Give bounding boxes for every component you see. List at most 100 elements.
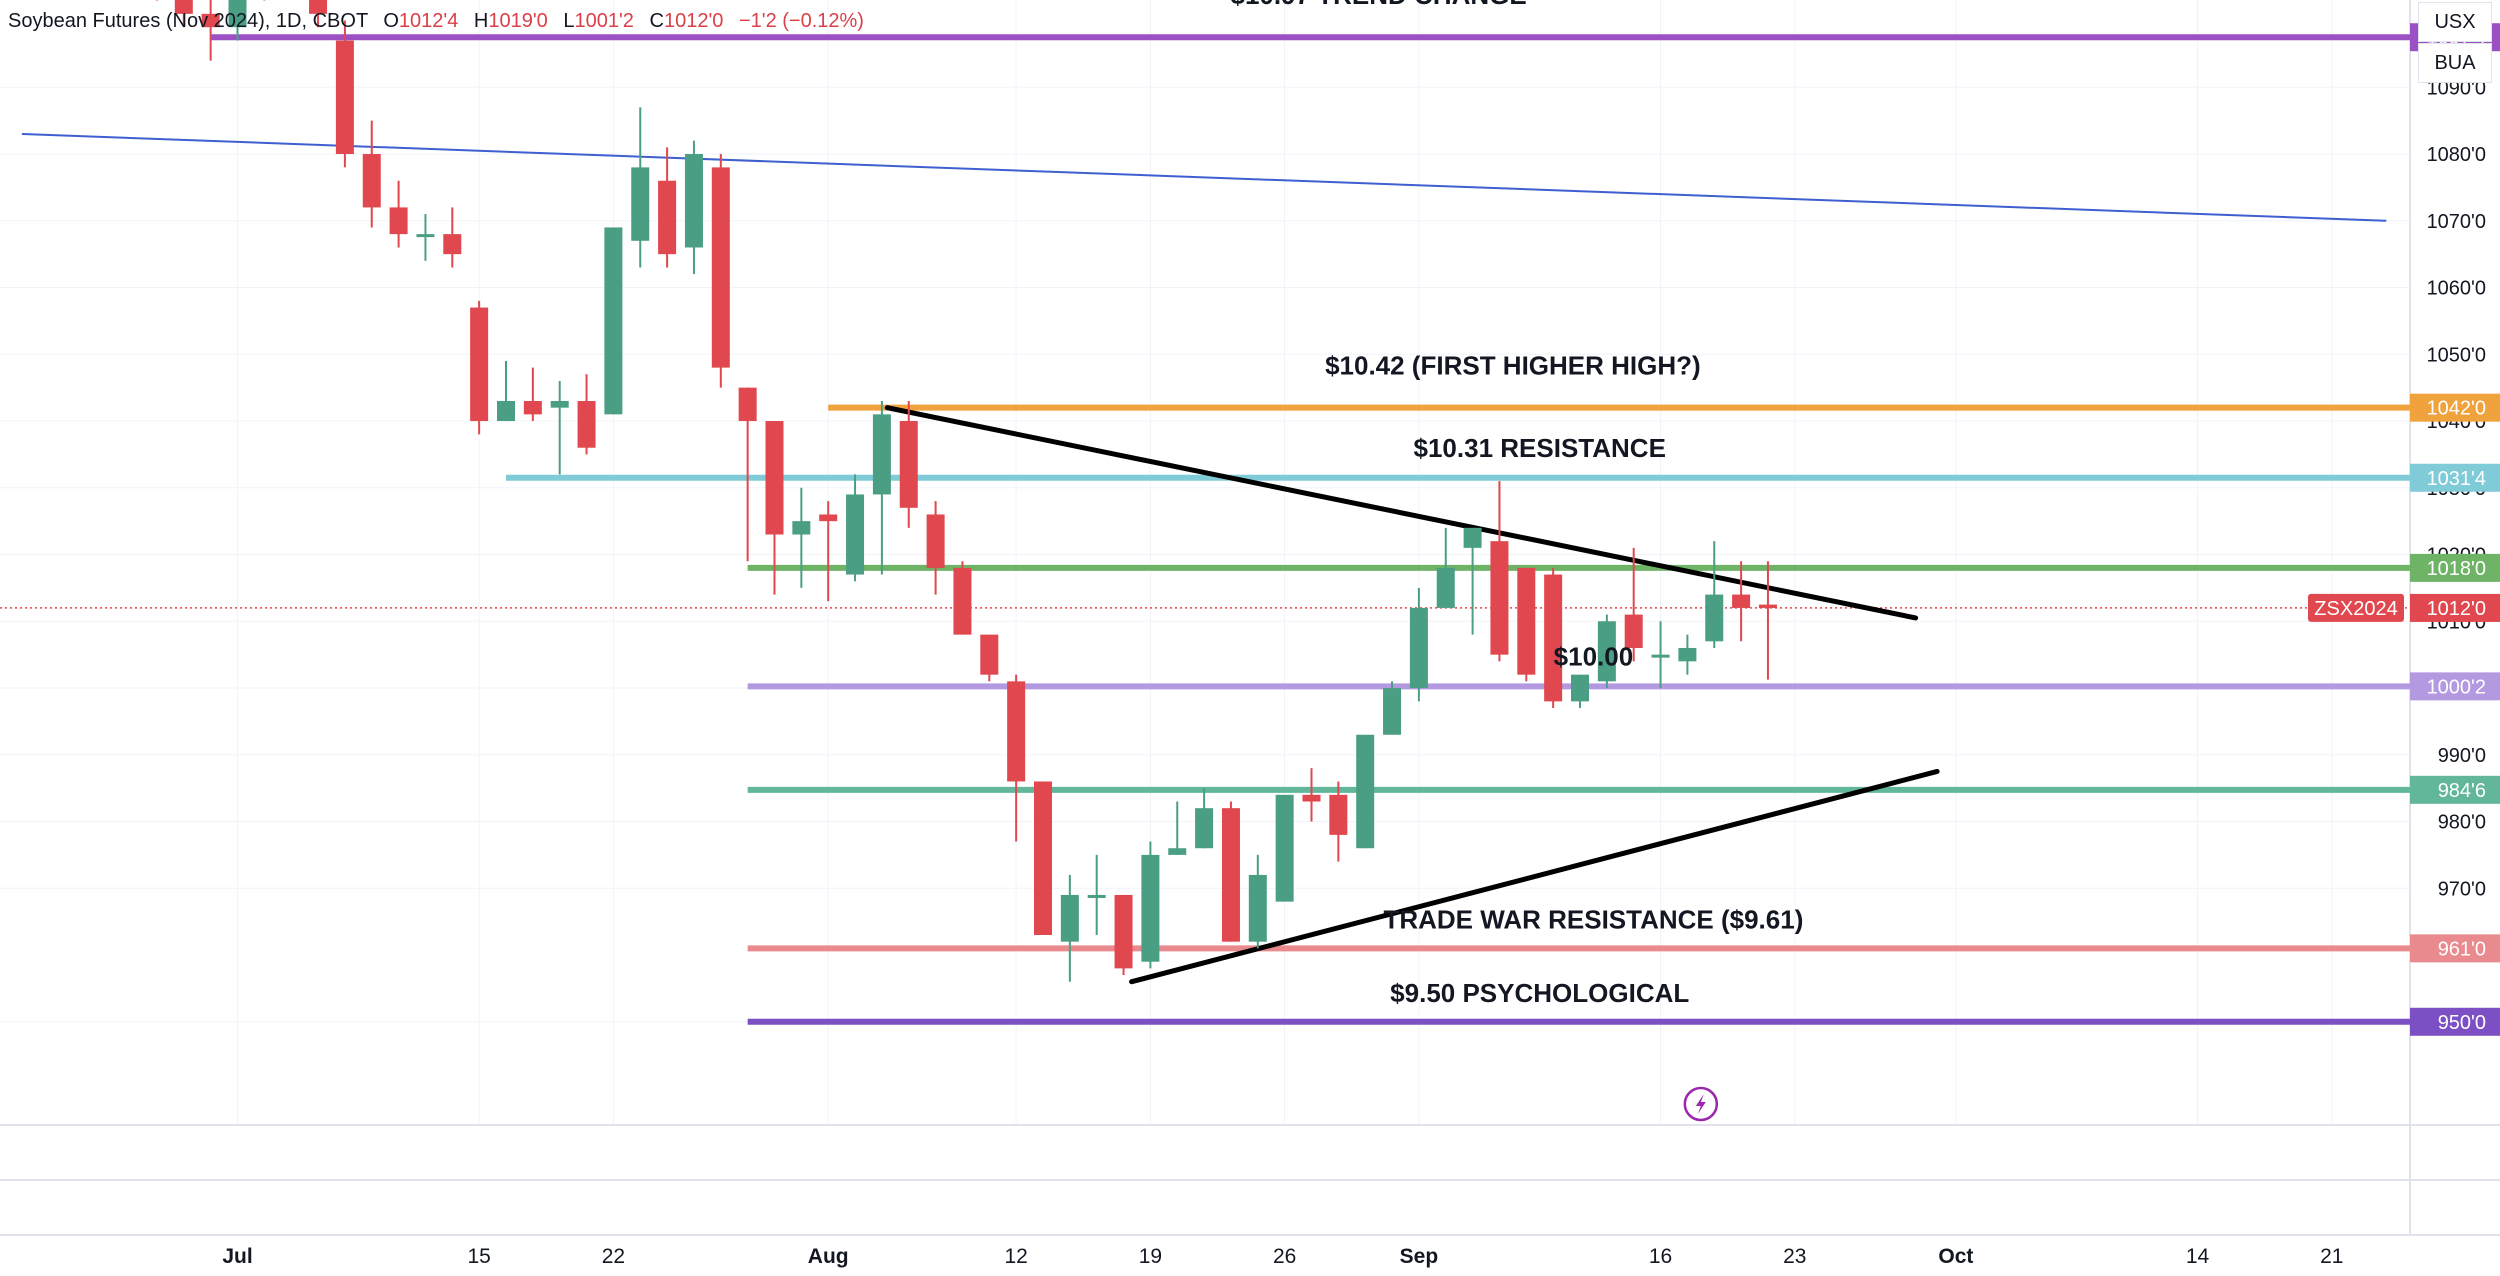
candle	[684, 154, 703, 248]
candle	[470, 307, 489, 422]
candle	[1571, 674, 1589, 702]
candle	[1758, 604, 1777, 608]
candle	[792, 521, 811, 535]
candle	[980, 634, 999, 675]
candle	[1678, 647, 1697, 662]
price-tag-label: 950'0	[2438, 1012, 2486, 1034]
candle	[1356, 734, 1375, 849]
candle	[1221, 808, 1240, 942]
close-label: C	[649, 10, 664, 32]
plot-area: $10.97 TREND CHANGE $10.42 (FIRST HIGHER …	[0, 0, 2410, 1025]
y-tick-label: 1080'0	[2427, 144, 2486, 166]
price-tag	[2410, 553, 2500, 582]
candle	[738, 387, 757, 422]
candle	[1597, 621, 1616, 682]
candle	[1275, 794, 1294, 902]
candle	[953, 567, 972, 635]
level-annotation: $10.00	[1554, 641, 1634, 671]
high-label: H	[473, 10, 489, 32]
candle	[631, 167, 650, 241]
candle	[1409, 607, 1428, 689]
candle	[1248, 874, 1267, 942]
candle	[1141, 854, 1160, 962]
x-tick-label: Oct	[1938, 1245, 1973, 1268]
open-label: O	[383, 10, 399, 32]
low-label: L	[563, 10, 575, 32]
triangle-lower-line	[1129, 768, 1940, 985]
y-tick-label: 970'0	[2438, 878, 2486, 900]
x-tick-label: 22	[602, 1245, 625, 1268]
candle	[1705, 594, 1724, 642]
candle	[389, 207, 408, 235]
candle	[174, 0, 193, 14]
price-tag-label: 1042'0	[2427, 398, 2486, 420]
low-value: 1001'2	[574, 10, 634, 32]
triangle-upper-line	[884, 405, 1919, 621]
symbol-title: Soybean Futures (Nov 2024), 1D, CBOT	[8, 10, 368, 32]
legend-ohlc: Soybean Futures (Nov 2024), 1D, CBOT O10…	[8, 10, 864, 33]
level-annotation: $10.31 RESISTANCE	[1414, 433, 1666, 463]
candle	[201, 13, 220, 28]
candle	[309, 0, 328, 14]
candle	[1436, 567, 1455, 608]
candle	[362, 154, 381, 208]
candle	[899, 421, 918, 508]
open-value: 1012'4	[398, 10, 459, 32]
close-value: 1012'0	[663, 10, 724, 32]
price-tag-label: 984'6	[2438, 780, 2486, 802]
price-tag	[2410, 934, 2500, 963]
candle	[658, 180, 677, 255]
price-tag-label: 961'0	[2438, 938, 2486, 960]
candle	[228, 0, 247, 28]
candle	[819, 514, 838, 522]
candle	[497, 401, 515, 422]
candle	[1034, 781, 1052, 935]
last-price-tag-label: 1012'0	[2427, 598, 2486, 620]
symbol-tag-label: ZSX2024	[2314, 598, 2397, 620]
candle	[1544, 574, 1563, 702]
candle	[1302, 794, 1321, 802]
candle	[443, 234, 462, 255]
candle	[1517, 567, 1536, 675]
candle	[711, 167, 730, 368]
price-tag	[2410, 463, 2500, 492]
price-tag	[2410, 775, 2500, 804]
unit-button[interactable]: BUA	[2418, 43, 2492, 83]
lightning-icon	[1683, 1086, 1719, 1122]
symbol-tag	[2308, 593, 2404, 622]
x-tick-label: 14	[2186, 1245, 2210, 1268]
level-annotation: $9.50 PSYCHOLOGICAL	[1390, 978, 1689, 1008]
currency-button[interactable]: USX	[2418, 2, 2492, 42]
x-tick-label: 16	[1649, 1245, 1672, 1268]
change-value: −1'2 (−0.12%)	[738, 10, 864, 32]
candle	[1463, 527, 1482, 548]
candle	[1168, 848, 1187, 855]
candle	[926, 514, 945, 568]
y-tick-label: 1050'0	[2427, 344, 2486, 366]
long-downtrend-line	[21, 133, 2387, 222]
price-tag	[2410, 672, 2500, 701]
y-tick-label: 1070'0	[2427, 211, 2486, 233]
x-tick-label: 26	[1273, 1245, 1296, 1268]
price-tag-label: 1000'2	[2427, 676, 2486, 698]
candle	[1490, 541, 1509, 655]
price-axis: 1090'01080'01070'01060'01050'01040'01030…	[2410, 23, 2500, 1036]
candle	[1007, 681, 1026, 782]
candle	[1329, 794, 1348, 835]
candle	[1383, 688, 1402, 735]
level-annotation: $10.97 TREND CHANGE	[1231, 0, 1527, 10]
high-value: 1019'0	[488, 10, 548, 32]
candle	[1624, 614, 1643, 648]
candle	[846, 494, 865, 575]
candle	[1651, 654, 1670, 658]
x-tick-label: Sep	[1400, 1245, 1439, 1268]
x-tick-label: 15	[467, 1245, 490, 1268]
x-tick-label: 19	[1139, 1245, 1162, 1268]
y-tick-label: 980'0	[2438, 812, 2486, 834]
candle	[577, 401, 596, 448]
x-tick-label: 23	[1783, 1245, 1806, 1268]
x-tick-label: 12	[1004, 1245, 1027, 1268]
price-tag-label: 1031'4	[2427, 468, 2486, 490]
